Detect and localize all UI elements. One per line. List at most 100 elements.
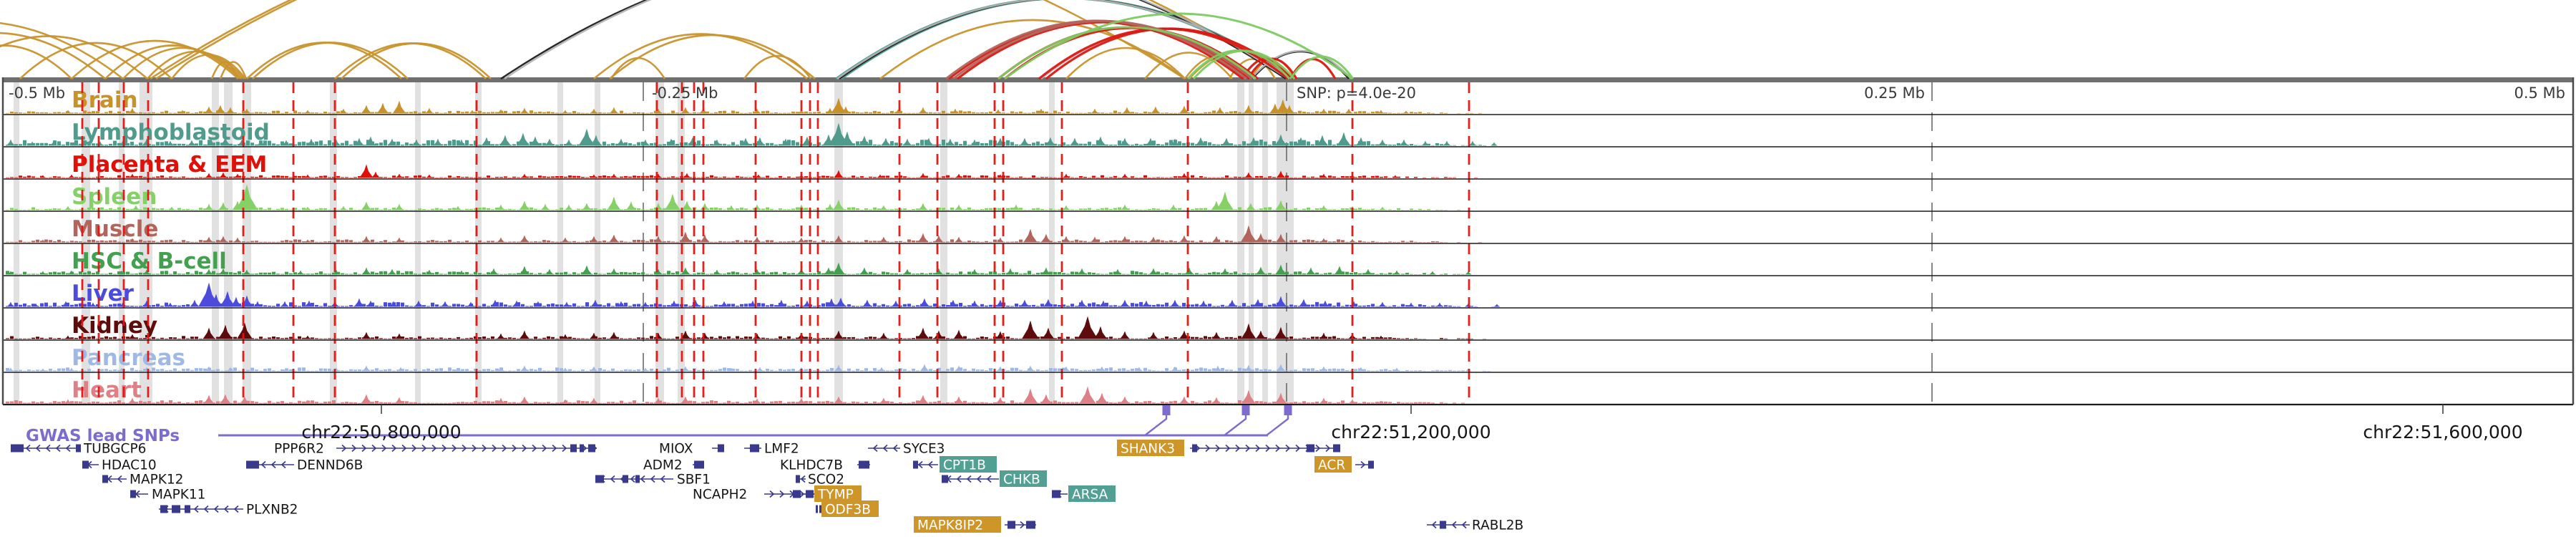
gene-label-highlight	[1068, 485, 1116, 502]
gene-ADM2: ADM2	[643, 458, 704, 473]
gene-exon	[793, 490, 801, 498]
gene-exon	[570, 444, 577, 453]
gene-exon	[1307, 444, 1314, 453]
gene-label-highlight	[821, 500, 879, 517]
gene-SHANK3: SHANK3	[1117, 440, 1341, 457]
track-pancreas: Pancreas	[6, 345, 1491, 372]
track-signal-peaks	[64, 97, 1410, 114]
gene-strand-arrows	[800, 475, 806, 483]
gene-label-highlight	[914, 516, 1001, 533]
gene-label: MAPK11	[152, 488, 205, 503]
gene-RABL2B: RABL2B	[1427, 518, 1523, 533]
gene-ODF3B: ODF3B	[816, 500, 879, 518]
gene-SCO2: SCO2	[796, 473, 844, 488]
gene-label: ARSA	[1072, 488, 1108, 503]
track-label: Placenta & EEM	[72, 152, 267, 178]
ruler-labels: -0.5 Mb -0.25 Mb SNP: p=4.0e-20 0.25 Mb 0.5 …	[9, 84, 2565, 102]
ruler-label: -0.5 Mb	[9, 84, 65, 102]
gwas-snp-stem	[1224, 415, 1247, 436]
coordinate-label: chr22:51,200,000	[1331, 422, 1491, 442]
track-signal-noise	[6, 336, 1486, 339]
coordinate-label: chr22:51,600,000	[2363, 422, 2522, 442]
ruler-bar	[3, 77, 2573, 82]
gene-exon	[859, 460, 869, 469]
gene-label: CPT1B	[943, 458, 986, 473]
track-label: Spleen	[72, 184, 157, 210]
track-lymphoblastoid: Lymphoblastoid	[6, 120, 1498, 146]
track-signal-peaks	[7, 364, 1472, 372]
gene-exon	[185, 505, 190, 513]
gene-label: NCAPH2	[693, 488, 747, 503]
gene-exon	[82, 460, 89, 469]
interaction-arc-gold	[210, 61, 239, 79]
gene-TYMP: TYMP	[804, 485, 862, 503]
gene-exon	[750, 444, 759, 453]
track-signal-noise	[6, 110, 1482, 114]
gene-SYCE3: SYCE3	[868, 442, 945, 457]
interaction-arc-gold	[104, 44, 241, 79]
gene-label: RABL2B	[1472, 518, 1523, 533]
gwas-snp-marker	[1241, 405, 1250, 415]
gene-strand-arrows	[872, 444, 898, 453]
gene-exon	[718, 444, 724, 453]
track-label: Lymphoblastoid	[72, 120, 270, 145]
gene-label: SBF1	[677, 473, 711, 488]
interaction-arc-gold	[1144, 52, 1233, 79]
gene-label: TUBGCP6	[83, 442, 146, 457]
gene-LMF2: LMF2	[744, 442, 799, 457]
gene-exon	[595, 475, 604, 483]
gene-label-highlight	[1314, 456, 1352, 473]
gene-label: SYCE3	[903, 442, 945, 457]
gene-label: MAPK12	[130, 473, 183, 488]
gene-KLHDC7B: KLHDC7B	[780, 458, 870, 473]
gene-exon	[1052, 490, 1060, 498]
track-label: Kidney	[72, 313, 157, 339]
gene-label-highlight	[814, 485, 862, 502]
gwas-label: GWAS lead SNPs	[26, 427, 180, 445]
gene-exon	[1368, 460, 1374, 469]
track-label: Liver	[72, 281, 135, 306]
gene-exon	[246, 460, 259, 469]
track-placenta-eem: Placenta & EEM	[6, 152, 1478, 178]
gene-exon	[942, 475, 948, 483]
gene-label: PLXNB2	[246, 503, 298, 518]
gene-CHKB: CHKB	[942, 470, 1047, 488]
ruler-label: 0.25 Mb	[1864, 84, 1925, 102]
gwas-snp-stem	[1144, 415, 1168, 436]
interaction-arc-gold	[19, 42, 172, 79]
track-label: Pancreas	[72, 345, 185, 371]
gene-PLXNB2: PLXNB2	[159, 503, 298, 518]
gene-label: ADM2	[643, 458, 683, 473]
track-signal-peaks	[64, 386, 1385, 404]
gene-SBF1: SBF1	[595, 473, 711, 488]
gene-exon	[809, 490, 814, 498]
gwas-snp-marker	[1284, 405, 1292, 415]
track-signal-noise	[6, 367, 1491, 372]
interaction-arcs	[0, 0, 1355, 80]
track-muscle: Muscle	[6, 216, 1482, 243]
gene-exon	[580, 444, 584, 453]
interaction-arc-green	[1289, 55, 1355, 79]
interaction-arc-gold	[593, 33, 808, 79]
track-signal-noise	[6, 207, 1460, 211]
gene-ARSA: ARSA	[1052, 485, 1116, 503]
gene-label: CHKB	[1003, 473, 1040, 488]
gene-TUBGCP6: TUBGCP6	[11, 442, 146, 457]
gene-exon	[623, 475, 628, 483]
ruler-label: 0.5 Mb	[2514, 84, 2565, 102]
interaction-arc-gold	[743, 54, 812, 79]
gene-DENND6B: DENND6B	[246, 458, 363, 473]
gene-MAPK11: MAPK11	[130, 488, 205, 503]
interaction-arc-green	[1004, 12, 1353, 80]
gwas-snp-stem	[1266, 415, 1289, 436]
track-kidney: Kidney	[6, 313, 1486, 339]
track-signal-peaks	[39, 225, 1356, 243]
gene-label: SHANK3	[1121, 442, 1175, 457]
gene-label-highlight	[1000, 470, 1047, 487]
gene-exon	[1333, 444, 1340, 453]
interaction-arc-gold	[170, 54, 247, 79]
gene-exon	[1192, 444, 1197, 453]
coordinate-labels: chr22:50,800,000 chr22:51,200,000 chr22:51…	[301, 405, 2523, 442]
